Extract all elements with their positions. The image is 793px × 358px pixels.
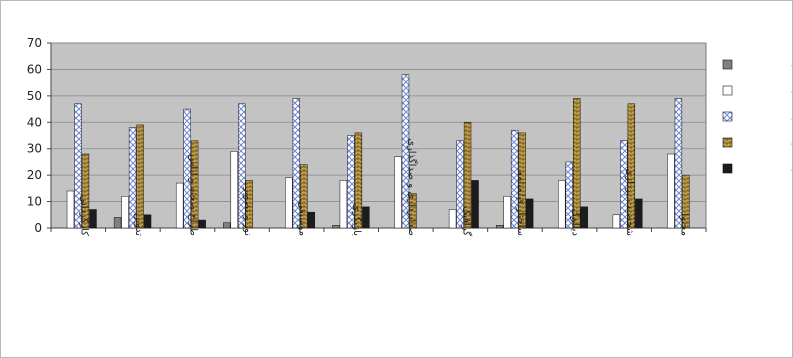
bar-5-9 — [525, 198, 534, 229]
y-tick-label: 60 — [27, 62, 42, 76]
bar-5-2 — [143, 214, 152, 229]
bar-3-1 — [74, 103, 82, 229]
x-tick-label: کارگردانی — [78, 195, 90, 237]
bar-4-5 — [300, 164, 308, 229]
x-tick-label: موسیقی — [297, 201, 308, 236]
bar-4-8 — [463, 122, 472, 229]
bar-4-6 — [354, 132, 363, 229]
bar-3-8 — [456, 140, 464, 229]
x-tick-label: صدابرداری و صداگذاری — [406, 138, 418, 236]
x-tick-label: طراح صحنه و لباس — [187, 154, 198, 236]
legend-label-3: متوسط — [791, 109, 792, 124]
bar-2-12 — [667, 153, 675, 229]
legend-swatch-5 — [722, 163, 733, 174]
y-tick-label: 0 — [34, 221, 42, 235]
bar-2-7 — [394, 156, 402, 229]
bar-3-2 — [128, 127, 137, 229]
bar-2-10 — [558, 180, 566, 229]
bar-4-9 — [518, 132, 526, 229]
bar-1-4 — [223, 222, 231, 229]
y-tick-label: 10 — [27, 195, 42, 209]
x-tick-label: محتوا — [679, 213, 690, 236]
bar-2-1 — [66, 190, 75, 229]
plot-background — [50, 42, 707, 229]
x-tick-label: دیالوگ — [570, 209, 583, 236]
x-tick-label: تدوین — [133, 213, 144, 236]
bar-3-12 — [674, 98, 683, 229]
bar-5-3 — [198, 219, 206, 229]
bar-2-8 — [448, 209, 457, 229]
legend-swatch-1 — [722, 59, 733, 70]
legend-swatch-4 — [722, 137, 733, 148]
bar-4-3 — [190, 140, 199, 229]
y-tick-label: 30 — [27, 142, 42, 156]
bar-3-7 — [401, 74, 410, 229]
bar-5-11 — [635, 198, 643, 229]
x-tick-label: ساختار فیلمنامه — [515, 171, 526, 236]
bar-3-11 — [620, 140, 628, 229]
bar-4-4 — [245, 180, 253, 229]
bar-3-9 — [510, 129, 519, 229]
bar-4-11 — [627, 103, 636, 229]
x-tick-label: شخصیت پردازی — [624, 168, 635, 236]
bar-3-4 — [238, 103, 246, 229]
legend-label-4: ضعیف — [791, 135, 792, 149]
legend-label-5: بسیار ضعیف — [791, 161, 792, 176]
x-tick-label: گرافیک — [460, 206, 472, 236]
bar-4-10 — [573, 98, 581, 229]
legend-label-2: خوب — [791, 83, 792, 98]
x-tick-label: نور و تصویر — [242, 186, 253, 236]
legend-swatch-2 — [722, 85, 733, 96]
x-tick-label: بازیگری — [351, 204, 363, 236]
y-tick-label: 20 — [27, 168, 42, 182]
bar-3-10 — [565, 161, 573, 229]
bar-2-6 — [339, 180, 348, 229]
bar-3-6 — [347, 135, 355, 229]
bar-4-2 — [136, 124, 144, 229]
bar-3-3 — [183, 108, 191, 229]
y-tick-label: 50 — [27, 89, 42, 103]
legend-swatch-3 — [722, 111, 733, 122]
legend-label-1: بسیار خوب — [791, 57, 792, 72]
bar-5-10 — [580, 206, 588, 229]
bar-2-9 — [503, 196, 511, 229]
bar-5-6 — [362, 206, 370, 229]
bar-4-7 — [409, 193, 417, 229]
y-tick-label: 70 — [27, 36, 42, 50]
bar-5-5 — [307, 211, 316, 229]
bar-3-5 — [292, 98, 301, 229]
bar-2-11 — [612, 214, 621, 229]
bar-4-12 — [682, 174, 690, 229]
bar-1-6 — [332, 225, 340, 229]
plot-area: 0 10 20 30 40 50 60 70 کارگردانی تدوین طراح صحنه و… — [27, 36, 707, 237]
y-tick-label: 40 — [27, 115, 42, 129]
bar-2-4 — [230, 151, 238, 229]
bar-4-1 — [81, 153, 90, 229]
bar-2-3 — [175, 182, 184, 229]
bar-5-1 — [89, 209, 97, 229]
legend: بسیار خوب خوب متوسط ضعیف بسیار ضعیف — [722, 57, 792, 176]
bar-1-9 — [495, 225, 504, 229]
bar-5-8 — [471, 180, 479, 229]
bar-1-2 — [113, 217, 122, 229]
bar-2-2 — [121, 196, 129, 229]
bar-2-5 — [285, 177, 293, 229]
